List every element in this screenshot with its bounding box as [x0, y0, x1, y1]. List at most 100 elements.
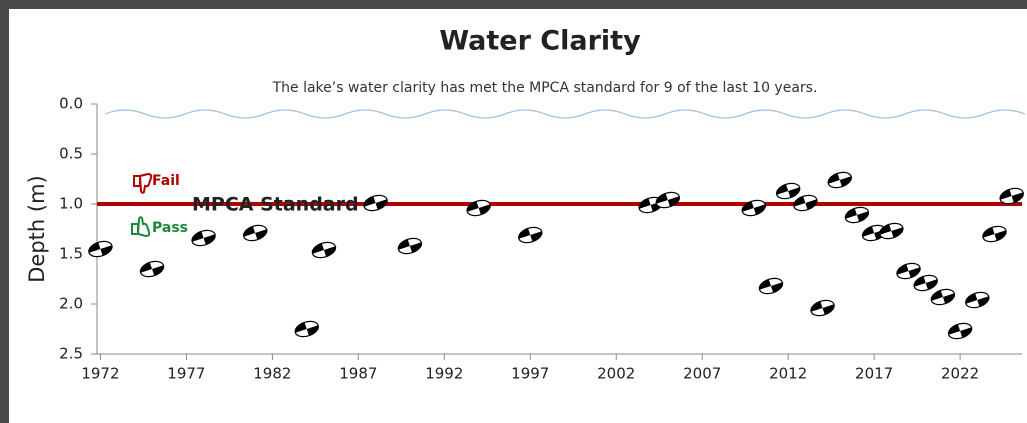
disk-quadrant: [948, 324, 961, 335]
disk-quadrant: [363, 196, 376, 207]
secchi-disk: [758, 277, 784, 295]
disk-quadrant: [862, 226, 875, 237]
secchi-disk: [655, 191, 681, 209]
disk-quadrant: [793, 196, 806, 207]
disk-quadrant: [1011, 192, 1024, 203]
disk-quadrant: [810, 301, 823, 312]
y-axis-label: Depth (m): [25, 175, 49, 282]
chart-subtitle: The lake’s water clarity has met the MPC…: [272, 80, 818, 96]
y-tick-label: 0.0: [59, 95, 83, 113]
secchi-disk: [466, 199, 491, 217]
fail-label: Fail: [152, 173, 180, 189]
secchi-disk: [311, 241, 337, 259]
pass-label: Pass: [152, 220, 188, 236]
disk-quadrant: [398, 239, 410, 250]
disk-quadrant: [788, 187, 800, 198]
disk-quadrant: [478, 204, 491, 215]
x-tick-label: 2002: [597, 365, 635, 383]
disk-quadrant: [295, 322, 307, 333]
disk-quadrant: [191, 231, 204, 242]
disk-quadrant: [667, 196, 680, 207]
disk-quadrant: [255, 229, 267, 240]
x-tick-label: 2007: [683, 365, 721, 383]
secchi-disk: [896, 262, 921, 280]
x-tick-label: 1987: [339, 365, 377, 383]
disk-quadrant: [243, 226, 256, 237]
disk-quadrant: [140, 262, 153, 273]
disk-quadrant: [306, 325, 319, 336]
secchi-disk: [294, 320, 319, 338]
disk-quadrant: [839, 176, 852, 187]
disk-quadrant: [759, 279, 771, 290]
x-tick-label: 1992: [425, 365, 463, 383]
disk-quadrant: [375, 199, 388, 210]
chart-title: Water Clarity: [439, 26, 641, 57]
secchi-disk: [397, 237, 423, 255]
disk-quadrant: [753, 204, 766, 215]
secchi-disk: [827, 171, 852, 189]
x-tick-label: 2022: [941, 365, 979, 383]
y-tick-label: 1.5: [59, 245, 83, 263]
standard-label: MPCA Standard: [192, 194, 359, 216]
disk-quadrant: [203, 234, 216, 245]
disk-quadrant: [770, 282, 783, 293]
secchi-disk: [793, 194, 818, 212]
disk-quadrant: [896, 264, 909, 275]
y-tick-label: 2.0: [59, 295, 83, 313]
disk-quadrant: [908, 267, 921, 278]
secchi-disk: [947, 322, 973, 340]
disk-quadrant: [982, 227, 995, 238]
disk-quadrant: [467, 201, 479, 212]
disk-quadrant: [891, 227, 903, 238]
secchi-disk: [965, 291, 990, 309]
disk-quadrant: [530, 231, 542, 242]
disk-quadrant: [518, 228, 531, 239]
thumbs-up-icon: [131, 216, 151, 238]
secchi-disk: [88, 240, 113, 258]
disk-quadrant: [828, 173, 840, 184]
secchi-disk: [982, 225, 1007, 243]
disk-quadrant: [776, 184, 789, 195]
disk-quadrant: [805, 199, 817, 210]
disk-quadrant: [152, 265, 164, 276]
disk-quadrant: [323, 246, 336, 257]
disk-quadrant: [742, 201, 754, 212]
disk-quadrant: [965, 293, 978, 304]
disk-quadrant: [914, 276, 926, 287]
disk-quadrant: [931, 290, 943, 301]
disk-quadrant: [960, 327, 972, 338]
thumbs-down-icon: [133, 172, 153, 194]
panel: [9, 9, 1027, 423]
y-tick-label: 0.5: [59, 145, 83, 163]
secchi-disk: [191, 229, 216, 247]
disk-quadrant: [88, 242, 101, 253]
secchi-disk: [775, 182, 801, 200]
x-tick-label: 2012: [769, 365, 807, 383]
disk-quadrant: [994, 230, 1007, 241]
secchi-disk: [844, 206, 870, 224]
y-tick-label: 1.0: [59, 195, 83, 213]
disk-quadrant: [977, 296, 989, 307]
disk-quadrant: [856, 211, 869, 222]
disk-quadrant: [879, 224, 892, 235]
secchi-disk: [518, 226, 543, 244]
secchi-disk: [363, 194, 388, 212]
disk-quadrant: [409, 242, 422, 253]
disk-quadrant: [656, 193, 668, 204]
secchi-disk: [242, 224, 268, 242]
x-tick-label: 2017: [855, 365, 893, 383]
secchi-disk: [810, 299, 835, 317]
disk-quadrant: [639, 198, 651, 209]
secchi-disk: [741, 199, 767, 217]
secchi-disk: [139, 260, 165, 278]
disk-quadrant: [312, 243, 324, 254]
disk-quadrant: [845, 208, 857, 219]
disk-quadrant: [925, 279, 938, 290]
disk-quadrant: [942, 293, 955, 304]
x-tick-label: 1982: [253, 365, 291, 383]
x-tick-label: 1977: [167, 365, 205, 383]
secchi-disk: [913, 274, 938, 292]
secchi-disk: [879, 222, 904, 240]
x-tick-label: 1997: [511, 365, 549, 383]
